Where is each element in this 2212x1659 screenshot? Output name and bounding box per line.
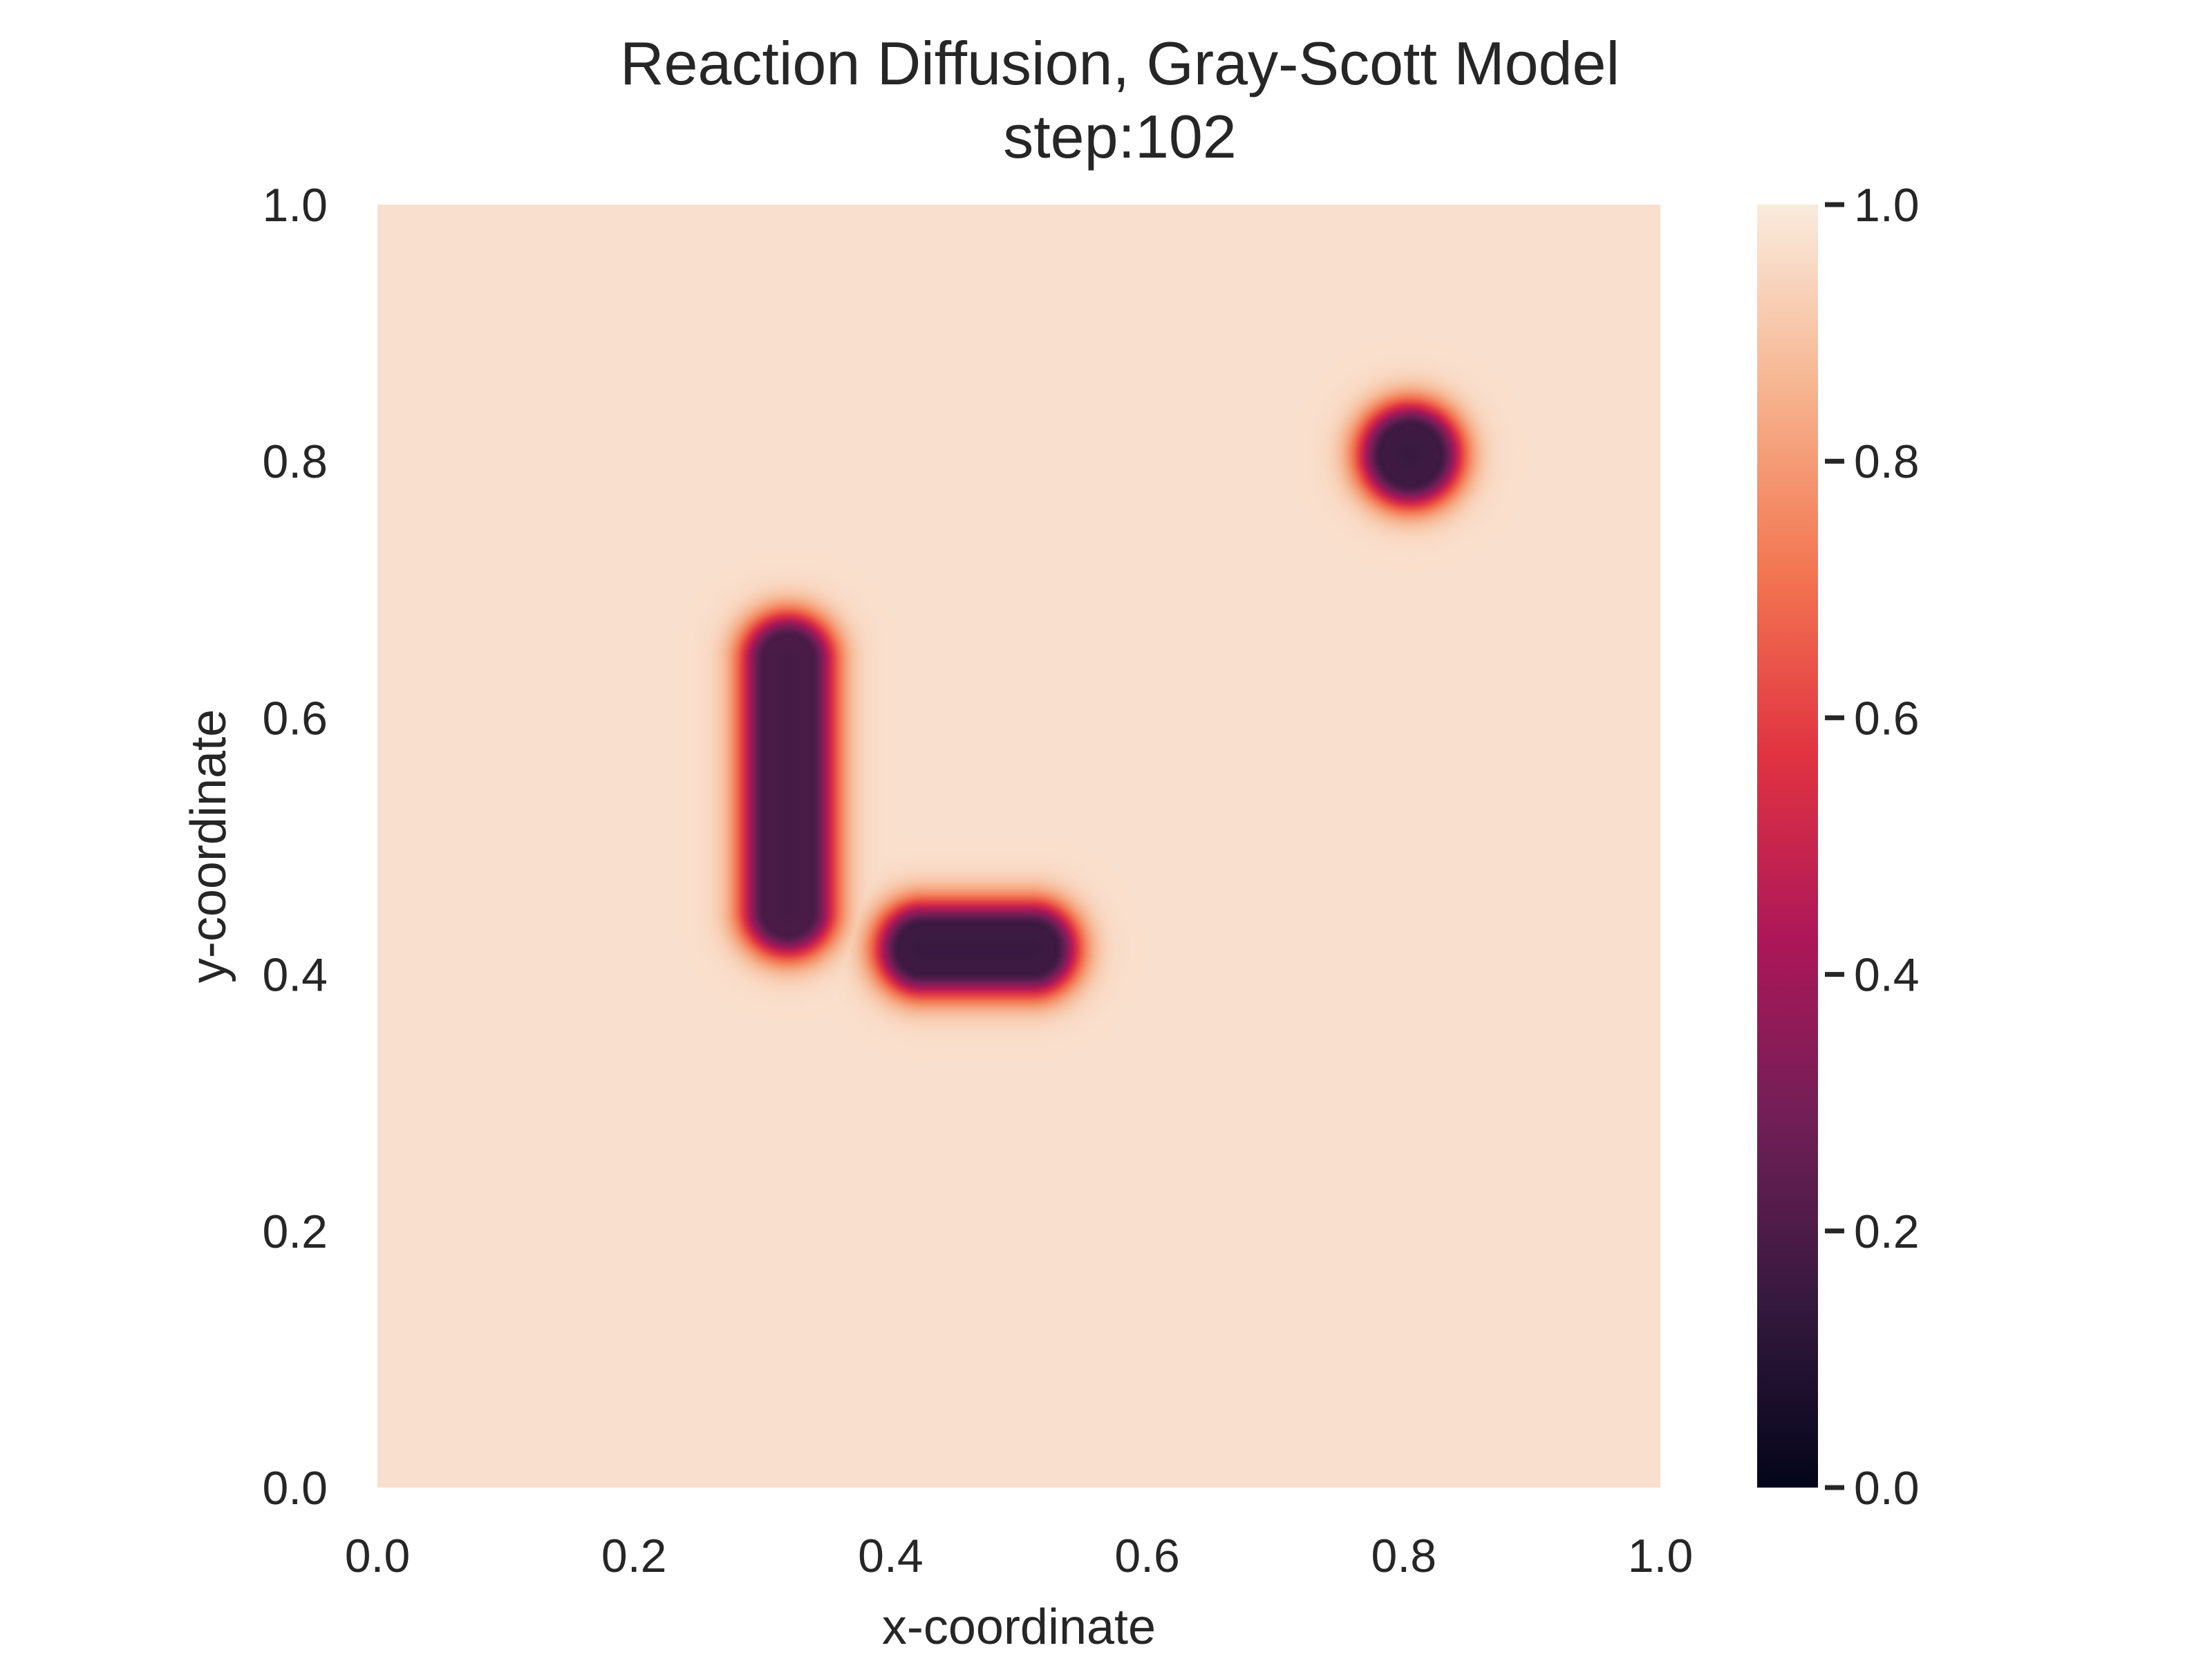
colorbar: 0.0 0.2 0.4 0.6 0.8 1.0 <box>1757 179 1920 1515</box>
chart-subtitle: step:102 <box>1003 102 1237 171</box>
x-axis-label: x-coordinate <box>882 1600 1156 1655</box>
colorbar-tick-label: 0.2 <box>1854 1206 1920 1258</box>
colorbar-tick-label: 0.4 <box>1854 949 1920 1002</box>
y-tick-label: 0.6 <box>262 692 328 744</box>
colorbar-tick-label: 0.6 <box>1854 692 1920 744</box>
y-tick-label: 0.2 <box>262 1206 328 1258</box>
y-tick-label: 0.8 <box>262 435 328 488</box>
plot-area <box>377 205 1660 1488</box>
chart-title: Reaction Diffusion, Gray-Scott Model <box>620 29 1620 97</box>
y-axis: 0.0 0.2 0.4 0.6 0.8 1.0 <box>262 179 328 1515</box>
heatmap-image <box>377 205 1660 1488</box>
y-tick-label: 1.0 <box>262 179 328 232</box>
x-tick-label: 1.0 <box>1628 1530 1694 1582</box>
x-tick-label: 0.6 <box>1114 1530 1180 1582</box>
x-tick-label: 0.4 <box>858 1530 924 1582</box>
y-tick-label: 0.0 <box>262 1462 328 1515</box>
colorbar-ticks: 0.0 0.2 0.4 0.6 0.8 1.0 <box>1825 179 1920 1515</box>
y-axis-label: y-coordinate <box>181 709 236 983</box>
y-tick-label: 0.4 <box>262 949 328 1002</box>
colorbar-tick-label: 1.0 <box>1854 179 1920 232</box>
x-axis: 0.0 0.2 0.4 0.6 0.8 1.0 <box>345 1530 1694 1582</box>
x-tick-label: 0.8 <box>1371 1530 1437 1582</box>
colorbar-gradient <box>1757 205 1818 1488</box>
colorbar-tick-label: 0.8 <box>1854 435 1920 488</box>
colorbar-tick-label: 0.0 <box>1854 1462 1920 1515</box>
x-tick-label: 0.2 <box>601 1530 667 1582</box>
x-tick-label: 0.0 <box>345 1530 411 1582</box>
